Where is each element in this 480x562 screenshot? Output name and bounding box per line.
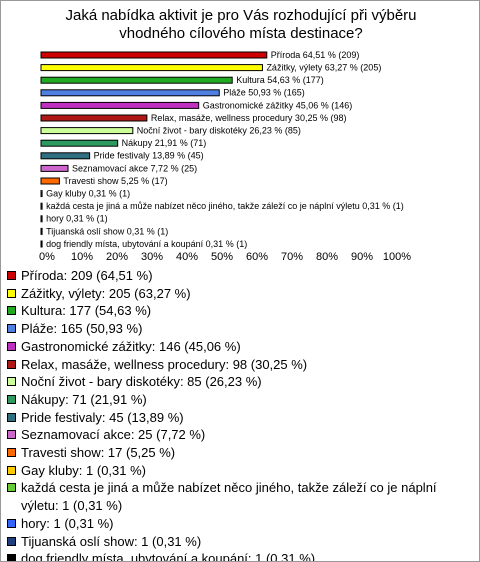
bar	[40, 240, 43, 248]
legend-swatch	[7, 341, 16, 351]
x-tick-label: 0%	[39, 251, 55, 263]
x-tick-label: 30%	[141, 251, 163, 263]
legend-swatch	[7, 518, 16, 528]
x-tick-label: 100%	[383, 251, 411, 263]
legend-swatch	[7, 359, 16, 369]
legend-swatch	[7, 394, 16, 404]
legend-label: Seznamovací akce: 25 (7,72 %)	[21, 427, 206, 443]
legend-swatch	[7, 465, 16, 475]
legend: Příroda: 209 (64,51 %) Zážitky, výlety: 2…	[7, 267, 473, 562]
legend-swatch	[7, 448, 16, 458]
legend-item: Kultura: 177 (54,63 %)	[7, 302, 473, 320]
x-tick-label: 80%	[316, 251, 338, 263]
bar	[40, 64, 263, 72]
data-label: Příroda 64,51 % (209)	[271, 50, 360, 60]
legend-item: Relax, masáže, wellness procedury: 98 (3…	[7, 356, 473, 374]
x-tick-label: 40%	[176, 251, 198, 263]
legend-item: hory: 1 (0,31 %)	[7, 515, 473, 533]
data-label: Pride festivaly 13,89 % (45)	[94, 151, 204, 161]
legend-swatch	[7, 271, 16, 280]
x-tick-label: 70%	[281, 251, 303, 263]
bar	[40, 139, 119, 147]
bar	[40, 89, 220, 97]
legend-label: Příroda: 209 (64,51 %)	[21, 268, 153, 283]
bar	[40, 51, 268, 59]
legend-label: Travesti show: 17 (5,25 %)	[21, 445, 176, 461]
legend-swatch	[7, 288, 16, 298]
data-label: Travesti show 5,25 % (17)	[63, 176, 167, 186]
bar	[40, 164, 69, 172]
data-label: Gastronomické zážitky 45,06 % (146)	[203, 100, 353, 110]
bar	[40, 215, 43, 223]
bar	[40, 101, 200, 109]
bar	[40, 76, 233, 84]
x-tick-label: 20%	[106, 251, 128, 263]
x-tick-label: 50%	[211, 251, 233, 263]
legend-label: Nákupy: 71 (21,91 %)	[21, 391, 147, 407]
legend-item: Tijuanská oslí show: 1 (0,31 %)	[7, 533, 473, 551]
legend-item: Pride festivaly: 45 (13,89 %)	[7, 409, 473, 427]
legend-item: Nákupy: 71 (21,91 %)	[7, 391, 473, 409]
legend-item: Zážitky, výlety: 205 (63,27 %)	[7, 285, 473, 303]
data-label: Tijuanská oslí show 0,31 % (1)	[46, 226, 168, 236]
legend-label: Relax, masáže, wellness procedury: 98 (3…	[21, 356, 308, 372]
data-label: Seznamovací akce 7,72 % (25)	[72, 163, 197, 173]
bar	[40, 202, 43, 210]
legend-label: dog friendly místa, ubytování a koupání:…	[21, 551, 316, 562]
legend-swatch	[7, 377, 16, 387]
legend-label: Noční život - bary diskotéky: 85 (26,23 …	[21, 374, 262, 390]
legend-label: Kultura: 177 (54,63 %)	[21, 303, 152, 319]
legend-label: každá cesta je jiná a může nabízet něco …	[21, 480, 437, 514]
legend-label: Pláže: 165 (50,93 %)	[21, 321, 143, 337]
x-tick-label: 10%	[71, 251, 93, 263]
legend-item: Noční život - bary diskotéky: 85 (26,23 …	[7, 373, 473, 391]
data-label: Kultura 54,63 % (177)	[236, 75, 324, 85]
data-label: dog friendly místa, ubytování a koupání …	[46, 239, 247, 249]
bar	[40, 152, 91, 160]
legend-swatch	[7, 536, 16, 546]
legend-item: Pláže: 165 (50,93 %)	[7, 320, 473, 338]
data-label: Nákupy 21,91 % (71)	[122, 138, 207, 148]
data-label: Noční život - bary diskotéky 26,23 % (85…	[137, 125, 301, 135]
legend-item: Gastronomické zážitky: 146 (45,06 %)	[7, 338, 473, 356]
data-label: hory 0,31 % (1)	[46, 214, 108, 224]
bar	[40, 227, 43, 235]
legend-label: Gastronomické zážitky: 146 (45,06 %)	[21, 338, 241, 354]
legend-item: Příroda: 209 (64,51 %)	[7, 267, 473, 285]
legend-item: Seznamovací akce: 25 (7,72 %)	[7, 426, 473, 444]
legend-swatch	[7, 412, 16, 422]
legend-label: Zážitky, výlety: 205 (63,27 %)	[21, 285, 191, 301]
legend-swatch	[7, 324, 16, 334]
legend-swatch	[7, 306, 16, 316]
bar	[40, 177, 60, 185]
legend-label: Pride festivaly: 45 (13,89 %)	[21, 409, 184, 425]
legend-item: dog friendly místa, ubytování a koupání:…	[7, 550, 473, 562]
bar	[40, 190, 43, 198]
legend-label: Gay kluby: 1 (0,31 %)	[21, 462, 146, 478]
x-tick-label: 60%	[246, 251, 268, 263]
plot: 0% 10% 20% 30% 40% 50% 60% 70% 80% 90% 100% Příroda…	[39, 50, 411, 263]
legend-swatch	[7, 554, 16, 561]
legend-item: Gay kluby: 1 (0,31 %)	[7, 462, 473, 480]
data-label: Pláže 50,93 % (165)	[223, 88, 305, 98]
data-label: Gay kluby 0,31 % (1)	[46, 188, 130, 198]
data-label: Relax, masáže, wellness procedury 30,25 …	[151, 113, 347, 123]
legend-swatch	[7, 430, 16, 440]
legend-item: každá cesta je jiná a může nabízet něco …	[7, 479, 473, 514]
legend-label: hory: 1 (0,31 %)	[21, 515, 114, 531]
legend-item: Travesti show: 17 (5,25 %)	[7, 444, 473, 462]
x-tick-label: 90%	[351, 251, 373, 263]
bar	[40, 114, 148, 122]
bar	[40, 127, 134, 135]
data-label: každá cesta je jiná a může nabízet něco …	[46, 201, 404, 211]
chart-title: Jaká nabídka aktivit je pro Vás rozhoduj…	[65, 7, 417, 42]
data-label: Zážitky, výlety 63,27 % (205)	[266, 62, 381, 72]
legend-swatch	[7, 483, 16, 493]
legend-label: Tijuanská oslí show: 1 (0,31 %)	[21, 533, 202, 549]
